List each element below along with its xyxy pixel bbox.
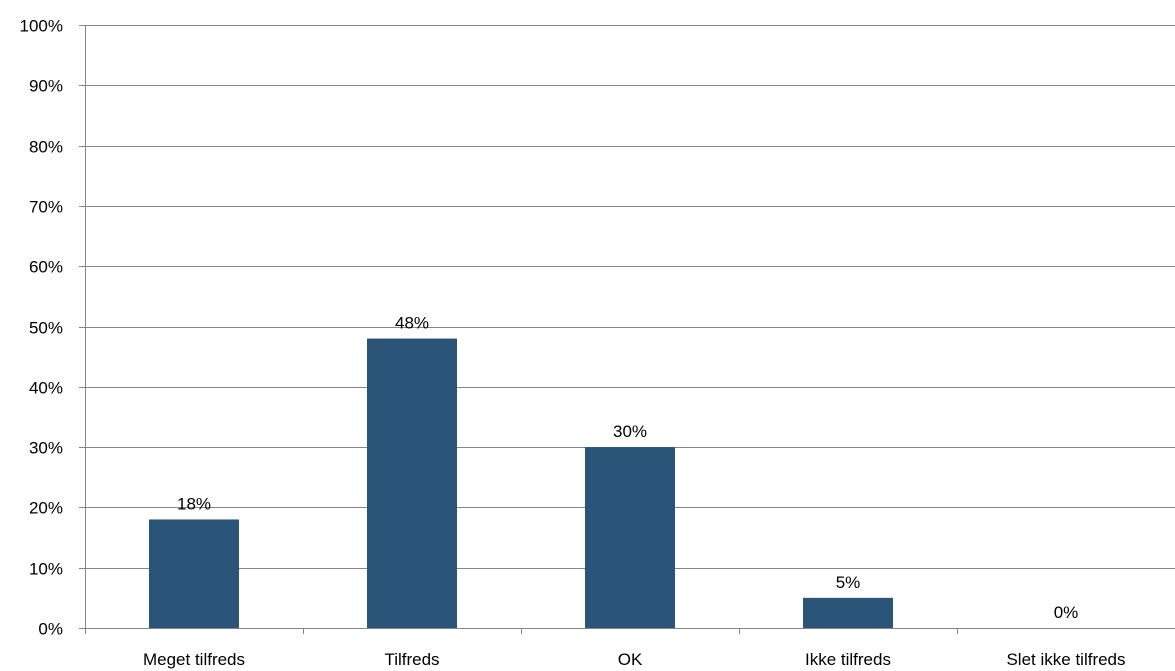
y-tick-label: 10%	[29, 560, 63, 579]
category-label-3: Ikke tilfreds	[805, 650, 891, 669]
y-tick-label: 60%	[29, 258, 63, 277]
y-tick-label: 70%	[29, 198, 63, 217]
data-label-0: 18%	[177, 494, 211, 513]
gridlines	[85, 25, 1175, 569]
category-label-0: Meget tilfreds	[143, 650, 245, 669]
y-axis-tick-labels: 0% 10% 20% 30% 40% 50% 60% 70% 80% 90% 100%	[20, 17, 63, 639]
category-label-1: Tilfreds	[384, 650, 439, 669]
y-tick-label: 40%	[29, 379, 63, 398]
bar-3	[803, 597, 893, 628]
data-label-3: 5%	[836, 573, 861, 592]
y-tick-label: 90%	[29, 77, 63, 96]
y-tick-label: 20%	[29, 499, 63, 518]
data-label-4: 0%	[1054, 603, 1079, 622]
data-label-2: 30%	[613, 422, 647, 441]
category-label-4: Slet ikke tilfreds	[1006, 650, 1125, 669]
x-axis-category-labels: Meget tilfreds Tilfreds OK Ikke tilfreds Sle…	[143, 650, 1126, 669]
data-labels: 18% 48% 30% 5% 0%	[177, 314, 1078, 622]
y-tick-label: 50%	[29, 319, 63, 338]
axes	[79, 25, 1175, 634]
y-tick-label: 0%	[38, 620, 63, 639]
bar-1	[367, 338, 457, 628]
bar-2	[585, 447, 675, 628]
bar-0	[149, 519, 239, 628]
category-label-2: OK	[618, 650, 643, 669]
y-tick-label: 30%	[29, 439, 63, 458]
bars	[149, 338, 893, 628]
y-tick-label: 100%	[20, 17, 63, 36]
data-label-1: 48%	[395, 314, 429, 333]
y-tick-label: 80%	[29, 138, 63, 157]
